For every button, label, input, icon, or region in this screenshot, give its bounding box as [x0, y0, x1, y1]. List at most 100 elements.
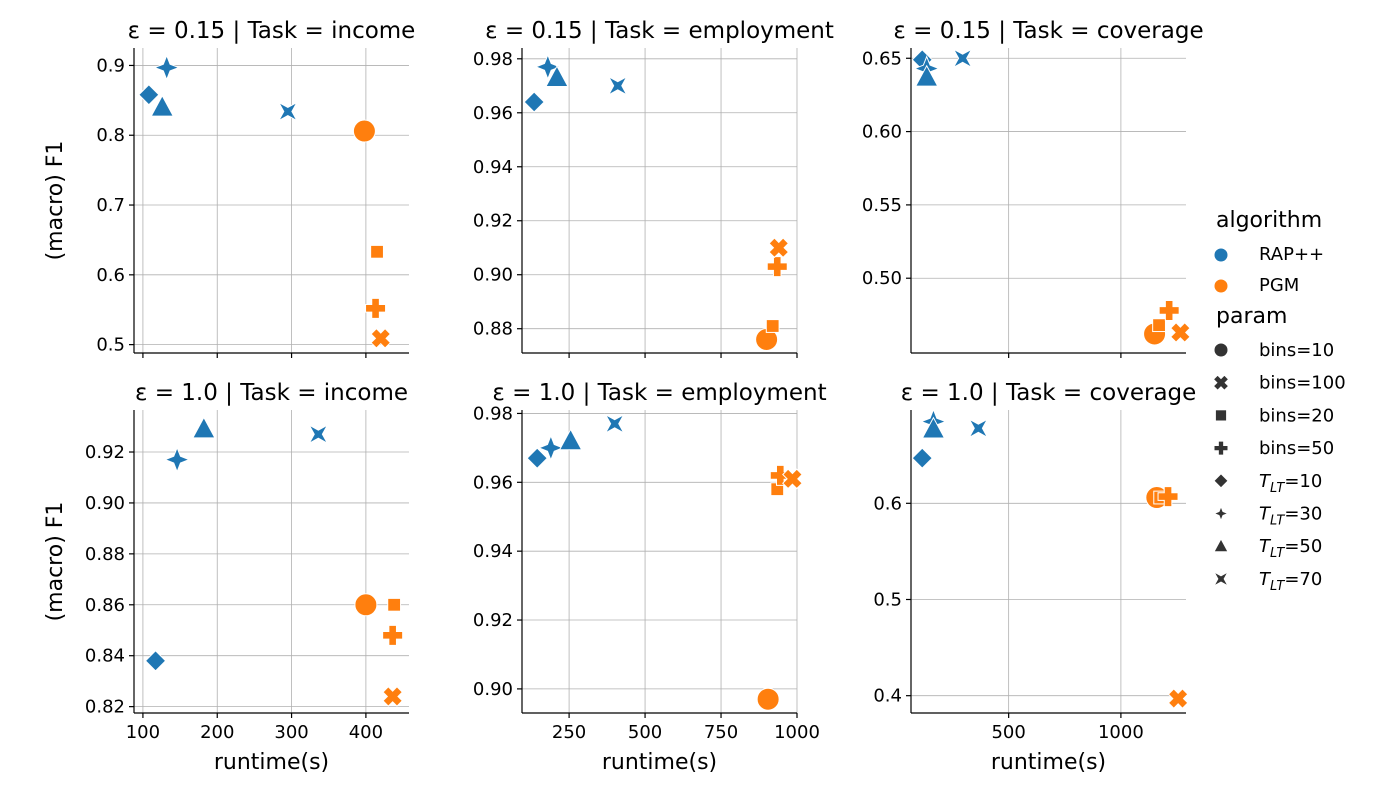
x-axis-label: runtime(s): [214, 750, 329, 775]
y-tick-label: 0.60: [862, 122, 902, 143]
legend-title-param: param: [1216, 304, 1287, 329]
legend-marker-plus: [1213, 440, 1229, 456]
data-point-pgm-bins-50: [1157, 486, 1179, 508]
legend-label: bins=100: [1259, 373, 1346, 394]
y-tick-label: 0.84: [85, 646, 125, 667]
data-point-rappp-t-lt-70: [607, 75, 628, 97]
data-point-rappp-t-lt-50: [192, 416, 216, 439]
y-axis-label: (macro) F1: [43, 502, 68, 622]
y-tick-label: 0.98: [473, 49, 513, 70]
data-point-pgm-bins-50: [766, 256, 788, 278]
y-tick-label: 0.6: [873, 493, 902, 514]
y-tick-label: 0.55: [862, 195, 902, 216]
data-point-rappp-t-lt-50: [914, 64, 939, 87]
y-tick-label: 0.8: [96, 125, 125, 146]
y-tick-label: 0.90: [473, 265, 513, 286]
x-tick-label: 1000: [774, 722, 820, 743]
facet-panel-5: 250 500 750 1000 0.90 0.92 0.94 0.96 0.98ε = 1.0…: [473, 380, 827, 775]
data-point-rappp-t-lt-50: [545, 65, 569, 87]
data-point-pgm-bins-100: [782, 468, 803, 490]
panel-title: ε = 1.0 | Task = coverage: [901, 380, 1197, 406]
facet-panel-4: 100 200 300 400 0.82 0.84 0.86 0.88 0.90 0.92 ε = …: [43, 380, 409, 775]
x-tick-label: 400: [349, 722, 383, 743]
data-point-rappp-t-lt-50: [150, 94, 175, 117]
x-tick-label: 500: [628, 722, 662, 743]
x-tick-label: 500: [991, 722, 1025, 743]
data-point-pgm-bins-20: [387, 597, 402, 612]
y-tick-label: 0.94: [473, 541, 513, 562]
facet-panel-2: 0.88 0.90 0.92 0.94 0.96 0.98 ε = 0.15 | Task …: [473, 18, 834, 358]
panel-title: ε = 0.15 | Task = employment: [485, 18, 834, 44]
y-tick-label: 0.96: [473, 103, 513, 124]
y-tick-label: 0.88: [473, 319, 513, 340]
panel-title: ε = 1.0 | Task = income: [135, 380, 408, 406]
y-tick-label: 0.50: [862, 268, 902, 289]
y-tick-label: 0.96: [473, 472, 513, 493]
data-point-rappp-t-lt-70: [277, 101, 299, 122]
legend: algorithm RAP++ PGM param bins=10 bins=100 bin…: [1212, 208, 1346, 594]
data-point-rappp-t-lt-30: [534, 53, 562, 81]
data-point-pgm-bins-100: [768, 237, 790, 259]
legend-label: bins=20: [1259, 405, 1334, 426]
data-point-rappp-t-lt-70: [604, 413, 625, 435]
facet-panel-6: 500 1000 0.4 0.5 0.6 ε = 1.0 | Task = coverag…: [873, 380, 1196, 775]
y-axis-label: (macro) F1: [43, 141, 68, 261]
data-point-rappp-t-lt-30: [537, 434, 565, 462]
data-point-pgm-bins-100: [382, 686, 404, 707]
y-tick-label: 0.92: [85, 442, 125, 463]
legend-marker-hourglass: [1212, 570, 1230, 588]
legend-label: RAP++: [1259, 244, 1324, 265]
legend-marker-square: [1214, 409, 1228, 422]
legend-swatch-rappp: [1213, 247, 1229, 263]
legend-label: bins=50: [1259, 438, 1334, 459]
data-point-rappp-t-lt-70: [308, 423, 329, 445]
y-tick-label: 0.6: [96, 265, 125, 286]
legend-label: TLT=30: [1259, 504, 1322, 529]
panel-title: ε = 0.15 | Task = coverage: [893, 18, 1203, 44]
y-tick-label: 0.9: [96, 55, 125, 76]
data-point-rappp-t-lt-70: [968, 418, 989, 439]
y-tick-label: 0.5: [873, 589, 902, 610]
data-point-pgm-bins-100: [1167, 688, 1189, 709]
data-point-pgm-bins-20: [370, 244, 384, 259]
data-point-pgm-bins-10: [352, 119, 376, 143]
data-point-pgm-bins-10: [354, 593, 378, 617]
y-tick-label: 0.98: [473, 403, 513, 424]
x-tick-label: 1000: [1098, 722, 1144, 743]
x-tick-label: 250: [552, 722, 586, 743]
data-point-rappp-t-lt-30: [153, 54, 181, 81]
y-tick-label: 0.90: [85, 493, 125, 514]
y-tick-label: 0.88: [85, 544, 125, 565]
facet-grid: 0.5 0.6 0.7 0.8 0.9ε = 0.15 | Task = income (…: [43, 18, 1204, 775]
facet-panel-3: 0.50 0.55 0.60 0.65 ε = 0.15 | Task = covera…: [862, 18, 1204, 358]
y-tick-label: 0.94: [473, 157, 513, 178]
y-tick-label: 0.65: [862, 48, 902, 69]
panel-title: ε = 0.15 | Task = income: [128, 18, 416, 44]
x-axis-label: runtime(s): [602, 750, 717, 775]
data-point-pgm-bins-50: [365, 297, 387, 319]
data-point-pgm-bins-10: [756, 687, 780, 711]
data-point-rappp-t-lt-10: [523, 91, 545, 113]
data-point-pgm-bins-50: [1158, 299, 1180, 321]
data-point-rappp-t-lt-10: [911, 447, 933, 469]
y-tick-label: 0.90: [473, 679, 513, 700]
legend-label: TLT=10: [1259, 471, 1322, 496]
data-point-rappp-t-lt-70: [952, 47, 973, 69]
legend-marker-diamond: [1213, 473, 1229, 489]
y-tick-label: 0.92: [473, 211, 513, 232]
x-axis-label: runtime(s): [991, 750, 1106, 775]
data-point-rappp-t-lt-10: [526, 447, 548, 469]
legend-marker-triangle: [1213, 537, 1229, 553]
data-point-pgm-bins-50: [382, 624, 404, 646]
data-point-pgm-bins-20: [765, 319, 780, 333]
y-tick-label: 0.4: [873, 686, 902, 707]
data-point-pgm-bins-100: [370, 327, 392, 349]
data-point-rappp-t-lt-30: [163, 446, 191, 474]
legend-label: TLT=50: [1259, 536, 1322, 561]
legend-marker-star4: [1212, 505, 1230, 522]
x-tick-label: 750: [704, 722, 738, 743]
x-tick-label: 300: [274, 722, 308, 743]
data-point-rappp-t-lt-50: [558, 428, 583, 451]
y-tick-label: 0.82: [85, 697, 125, 718]
